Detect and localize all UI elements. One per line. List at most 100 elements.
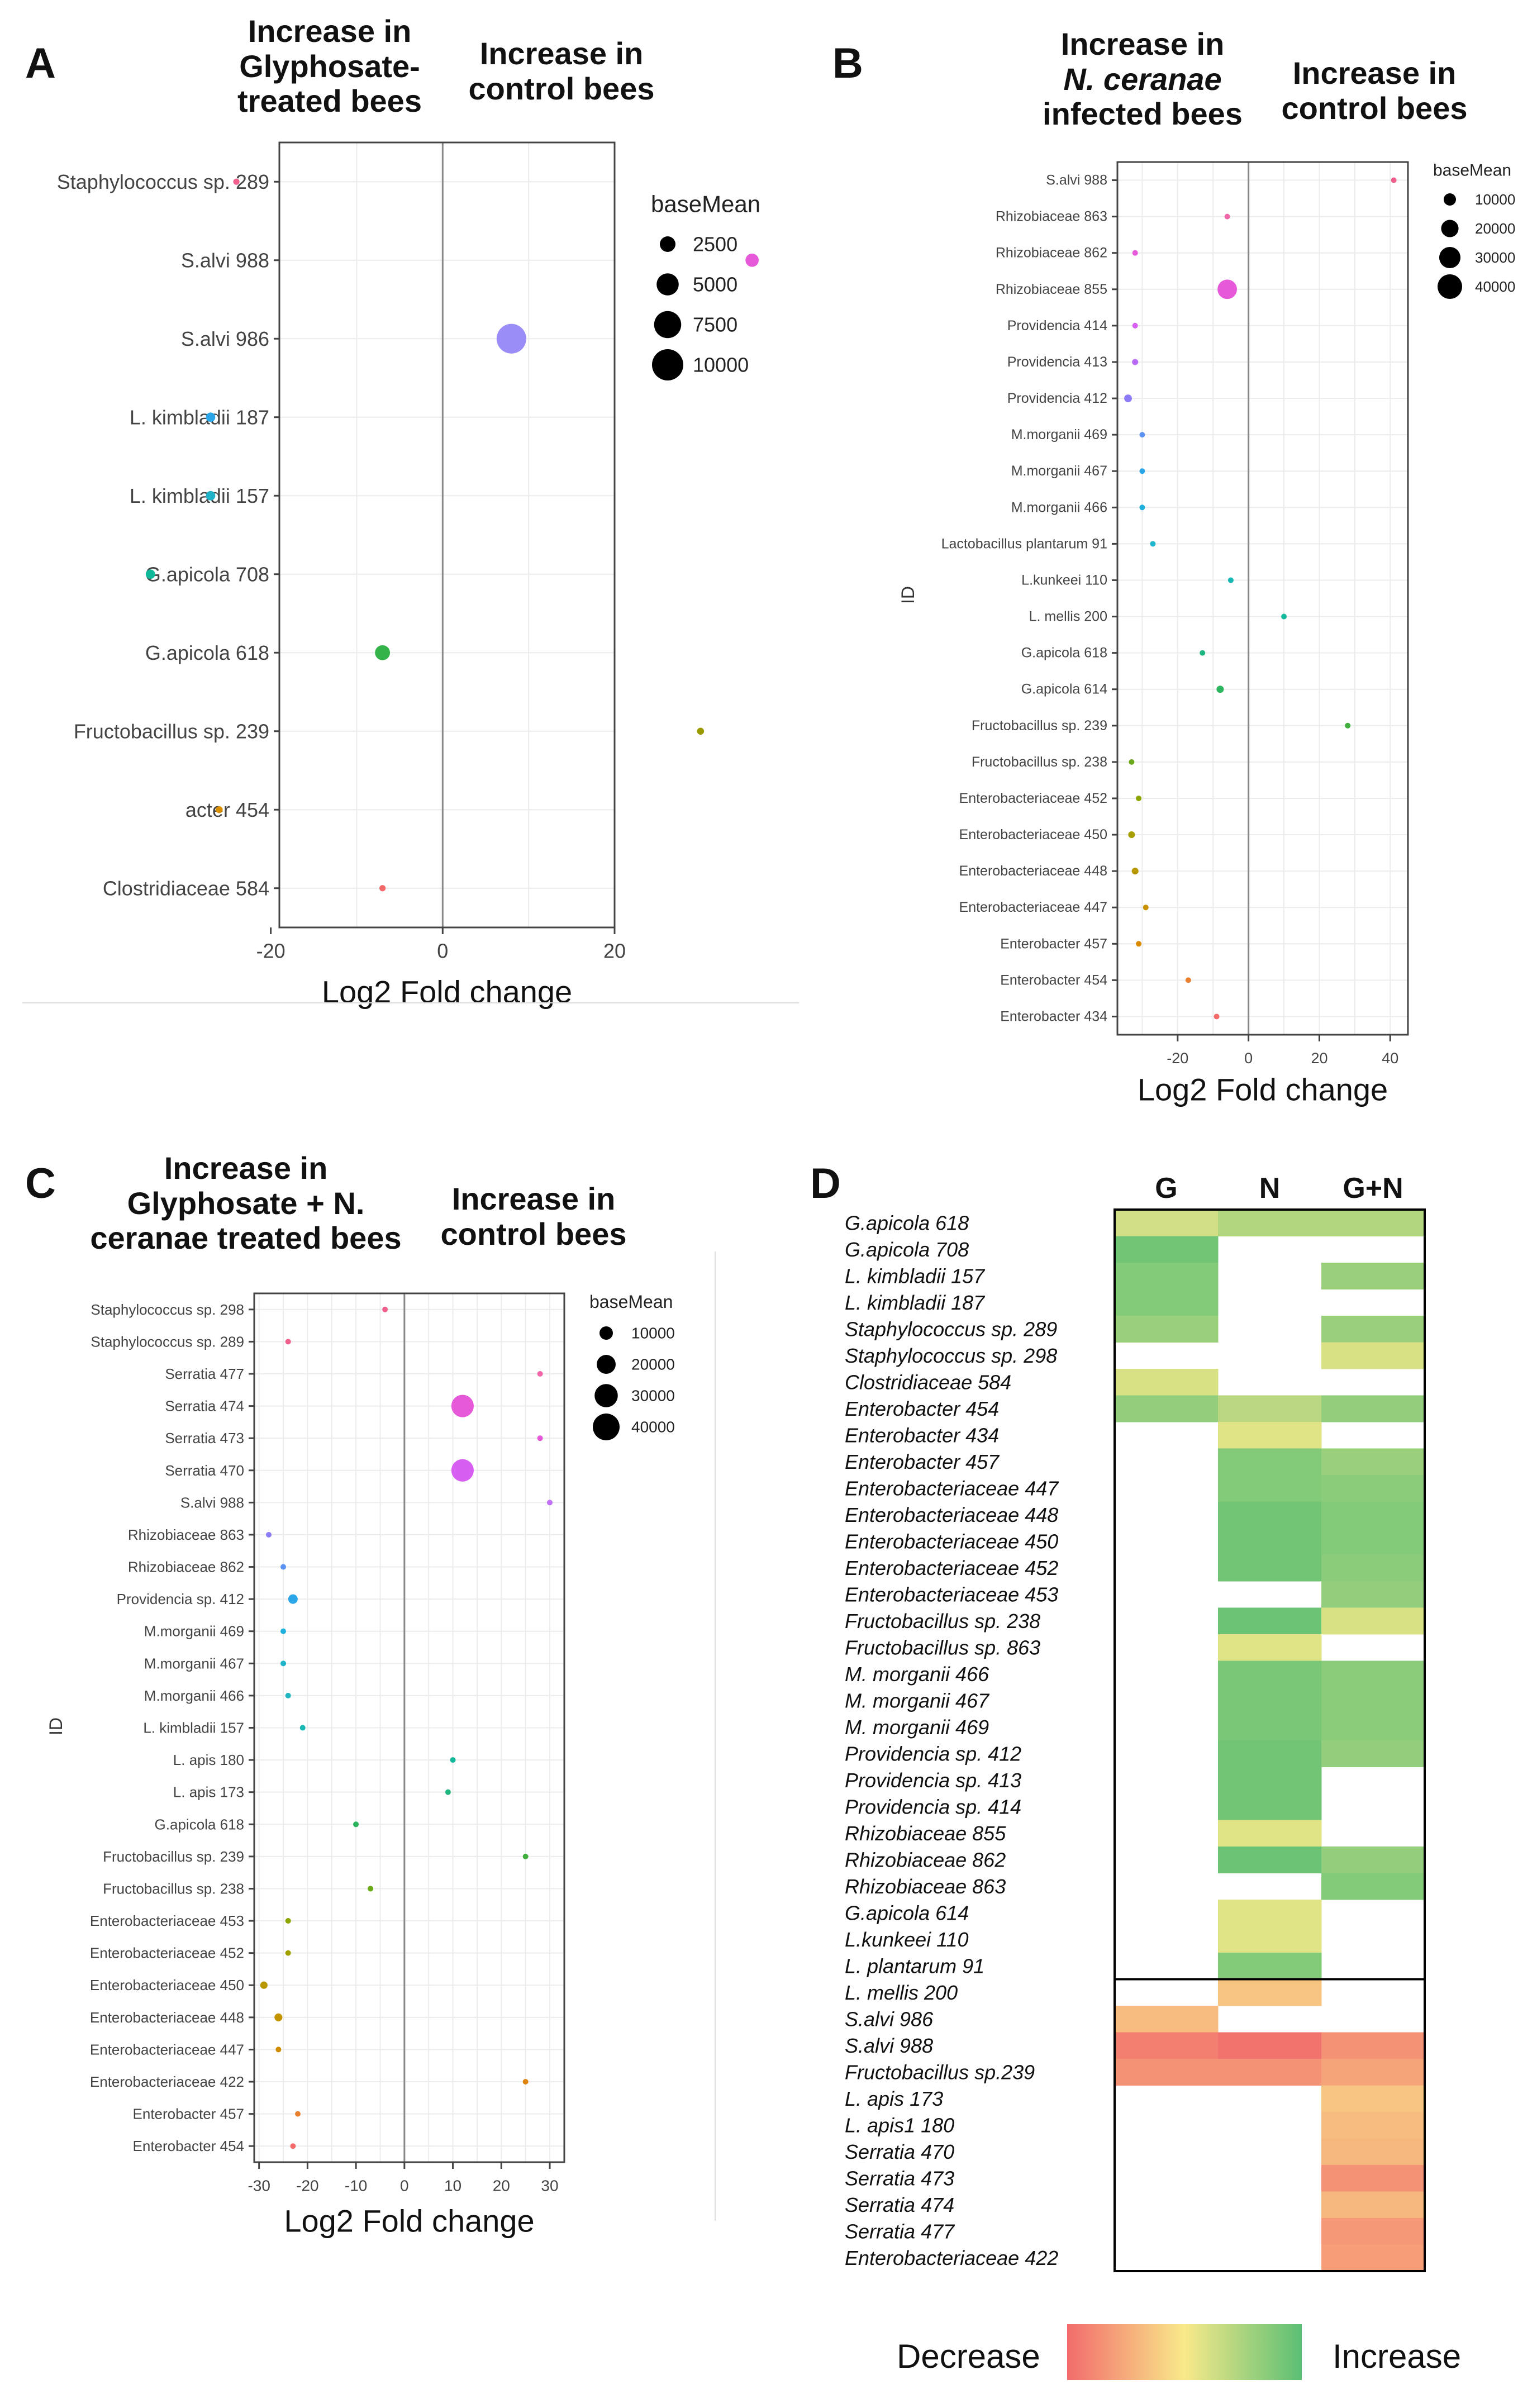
heatmap-row-label: Providencia sp. 414 (845, 1795, 1021, 1818)
heatmap-row-label: Serratia 473 (845, 2167, 954, 2190)
y-tick-label: Enterobacteriaceae 447 (959, 900, 1107, 915)
y-axis-label: ID (46, 1717, 66, 1735)
heatmap-cell (1218, 1793, 1322, 1820)
data-point (697, 727, 705, 735)
heatmap-cell (1321, 2244, 1425, 2272)
heatmap-cell (1218, 1475, 1322, 1502)
heatmap-cell (1218, 1210, 1322, 1236)
legend-marker (654, 311, 682, 339)
data-point (1224, 213, 1230, 220)
y-tick-label: Fructobacillus sp. 238 (972, 754, 1107, 770)
heatmap-row-label: Staphylococcus sp. 298 (845, 1344, 1057, 1367)
x-axis-label: Log2 Fold change (1138, 1072, 1388, 1107)
data-point (285, 1918, 291, 1924)
data-point (382, 1306, 388, 1312)
legend-marker (594, 1384, 618, 1407)
y-tick-label: M.morganii 466 (1011, 499, 1107, 515)
heatmap-cell (1218, 1900, 1322, 1926)
y-tick-label: Serratia 473 (165, 1430, 244, 1446)
y-tick-label: S.alvi 988 (180, 1494, 244, 1511)
data-point (280, 1660, 287, 1667)
heatmap-cell (1321, 1873, 1425, 1900)
y-tick-label: M.morganii 467 (144, 1655, 244, 1672)
heatmap-row-label: S.alvi 988 (845, 2034, 933, 2057)
heatmap-column-header: G+N (1343, 1172, 1403, 1205)
heatmap-cell (1321, 2059, 1425, 2086)
y-tick-label: L. apis 173 (173, 1784, 244, 1801)
heatmap-row-label: G.apicola 708 (845, 1238, 969, 1261)
heatmap-row-label: Rhizobiaceae 863 (845, 1875, 1006, 1898)
heatmap-cell (1218, 1953, 1322, 1979)
y-tick-label: G.apicola 708 (145, 563, 269, 586)
data-point (537, 1370, 543, 1377)
legend-entry-label: 10000 (1475, 191, 1515, 208)
data-point (1227, 577, 1234, 583)
heatmap-cell (1321, 1395, 1425, 1422)
legend-entry-label: 10000 (693, 354, 749, 377)
data-point (1132, 359, 1139, 365)
heatmap-row-label: L. mellis 200 (845, 1981, 958, 2004)
data-point (353, 1821, 359, 1828)
x-tick-label: -10 (345, 2177, 367, 2195)
y-tick-label: M.morganii 469 (144, 1623, 244, 1640)
y-tick-label: Rhizobiaceae 862 (128, 1559, 244, 1576)
data-point (295, 2111, 301, 2117)
data-point (285, 1950, 291, 1956)
heatmap-cell (1218, 1395, 1322, 1422)
heatmap-cell (1218, 2059, 1322, 2086)
data-point (379, 885, 386, 892)
y-tick-label: Staphylococcus sp. 298 (91, 1301, 244, 1318)
y-tick-label: Fructobacillus sp. 238 (103, 1880, 244, 1897)
heatmap-cell (1321, 1528, 1425, 1555)
heatmap-row-label: Fructobacillus sp.239 (845, 2060, 1035, 2083)
data-point (1136, 941, 1142, 947)
header-line: Glyphosate- (239, 48, 420, 84)
heatmap-cell (1218, 1740, 1322, 1767)
header-line: Glyphosate + N. (127, 1185, 365, 1221)
legend-entry-label: 2500 (693, 233, 737, 256)
heatmap-cell (1321, 1687, 1425, 1714)
data-point (1139, 505, 1145, 511)
heatmap-row-label: G.apicola 614 (845, 1901, 969, 1924)
x-tick-label: 20 (603, 940, 626, 963)
x-axis-label: Log2 Fold change (284, 2204, 534, 2239)
heatmap-cell (1115, 1316, 1219, 1343)
legend-entry-label: 30000 (1475, 249, 1515, 266)
x-tick-label: 40 (1382, 1050, 1398, 1067)
heatmap-row-label: Enterobacteriaceae 450 (845, 1530, 1058, 1553)
y-tick-label: Staphylococcus sp. 289 (91, 1333, 244, 1350)
heatmap-row-label: Enterobacteriaceae 453 (845, 1583, 1058, 1606)
heatmap-cell (1321, 1554, 1425, 1582)
heatmap-row-label: Rhizobiaceae 855 (845, 1822, 1006, 1845)
heatmap-cell (1321, 1210, 1425, 1236)
data-point (546, 1500, 553, 1506)
y-tick-label: S.alvi 988 (181, 249, 269, 272)
heatmap-row-label: Serratia 474 (845, 2193, 954, 2216)
legend-entry-label: 5000 (693, 273, 737, 296)
legend-marker (1438, 274, 1462, 299)
heatmap-cell (1218, 1979, 1322, 2006)
legend-marker (599, 1326, 613, 1340)
heatmap-row-label: Clostridiaceae 584 (845, 1370, 1011, 1393)
heatmap-row-label: Enterobacteriaceae 422 (845, 2247, 1058, 2269)
heatmap-cell (1218, 2032, 1322, 2059)
y-tick-label: Fructobacillus sp. 239 (972, 718, 1107, 734)
y-tick-label: L. kimbladii 187 (130, 406, 269, 429)
heatmap-cell (1321, 2085, 1425, 2112)
y-tick-label: Enterobacteriaceae 450 (90, 1977, 244, 1993)
y-tick-label: M.morganii 467 (1011, 463, 1107, 479)
data-point (1124, 394, 1132, 402)
heatmap-cell (1321, 1581, 1425, 1608)
panel-letter-b: B (832, 40, 863, 87)
heatmap-cell (1218, 1554, 1322, 1582)
data-point (299, 1725, 306, 1731)
heatmap-row-label: Fructobacillus sp. 238 (845, 1610, 1040, 1633)
header-line: Increase in (248, 13, 412, 49)
heatmap-row-label: Enterobacteriaceae 447 (845, 1477, 1059, 1500)
y-tick-label: Providencia 412 (1007, 391, 1107, 406)
data-point (1128, 831, 1135, 839)
header-line: N. ceranae (1063, 61, 1222, 97)
panel-c-header-left: Increase in Glyphosate + N. ceranae trea… (73, 1150, 419, 1256)
heatmap-row-label: Serratia 477 (845, 2220, 955, 2243)
heatmap-cell (1115, 2059, 1219, 2086)
